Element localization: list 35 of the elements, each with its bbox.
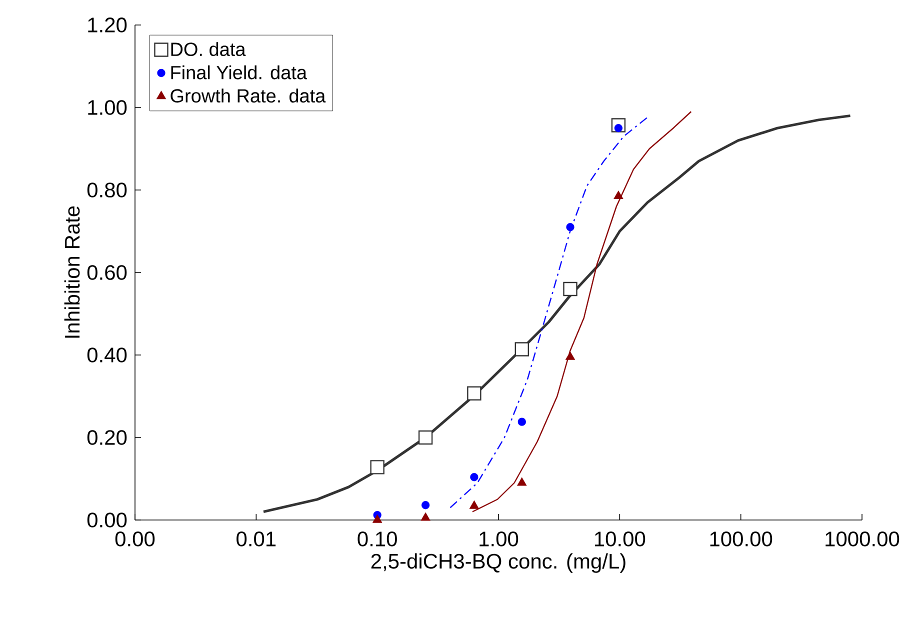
point [566,352,575,360]
x-tick-label: 10.00 [594,532,646,546]
point [563,282,578,296]
point [517,478,526,486]
y-tick-label: 0.00 [87,512,127,528]
x-tick-label: 0.10 [358,532,397,546]
x-tick-label: 100.00 [710,532,772,546]
x-tick-label: 0.00 [115,532,155,546]
x-tick-label: 1.00 [480,532,518,546]
legend-label: DO. data [171,42,246,56]
point [470,500,479,509]
x-tick-label: 1000.00 [826,532,900,546]
y-tick-label: 0.40 [87,348,127,362]
point [518,418,526,426]
y-tick-label: 1.20 [88,18,127,32]
legend-label: Growth Rate. data [170,88,326,103]
y-axis-title: Inhibition Rate [64,206,80,338]
y-tick-label: 0.80 [87,182,127,198]
point [566,223,574,232]
x-axis-title: 2,5-diCH3-BQ conc. (mg/L) [371,553,626,573]
point [421,512,430,521]
legend-label: Final Yield. data [171,65,308,80]
point [614,124,623,132]
y-tick-label: 0.20 [87,430,127,445]
point [418,430,433,445]
y-tick-label: 0.60 [87,265,127,280]
x-tick-label: 0.01 [236,532,276,546]
point [421,501,430,510]
point [370,460,384,474]
point [614,191,623,200]
point [470,473,478,482]
point [372,514,382,523]
y-tick-label: 1.00 [88,100,127,115]
point [514,342,529,356]
point [467,386,482,400]
